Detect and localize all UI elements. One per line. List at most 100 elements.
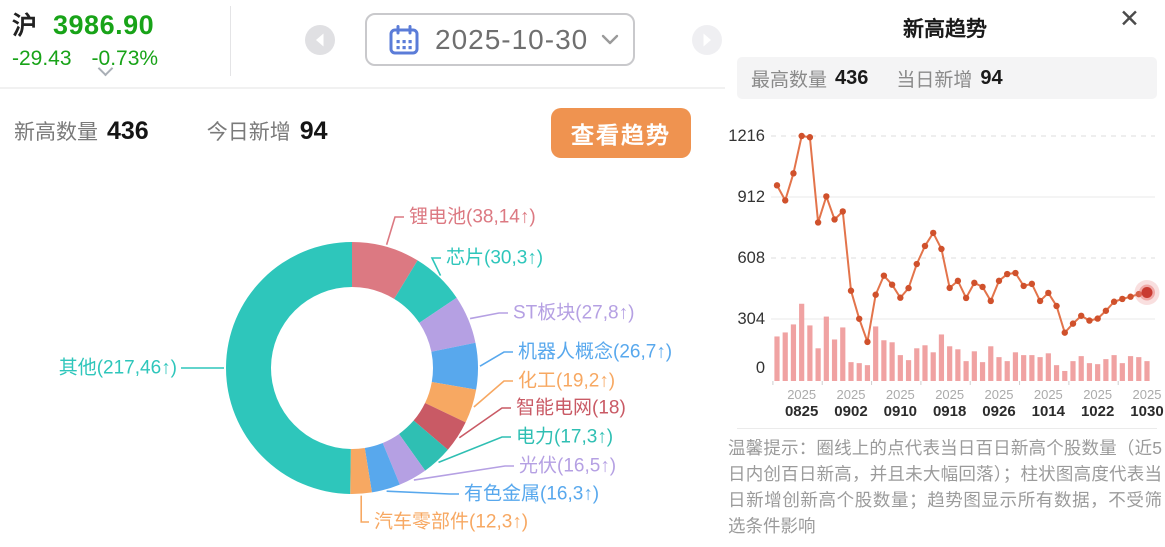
donut-slice-7[interactable]	[382, 433, 426, 485]
next-date-button[interactable]	[692, 25, 722, 55]
today-new-label: 今日新增	[206, 121, 291, 144]
data-point	[954, 277, 962, 285]
data-point	[806, 134, 814, 141]
data-point	[987, 297, 994, 305]
donut-slice-5[interactable]	[413, 402, 466, 450]
donut-slice-8[interactable]	[364, 442, 400, 493]
x-axis-year-label: 2025	[837, 387, 866, 402]
donut-label: 智能电网(18)	[516, 397, 626, 419]
x-axis-year-label: 2025	[935, 387, 964, 402]
data-point	[1086, 317, 1093, 324]
prev-date-button[interactable]	[305, 25, 335, 55]
close-icon[interactable]: ✕	[1119, 5, 1140, 33]
y-axis-label: 0	[756, 359, 765, 377]
data-point	[1012, 269, 1019, 277]
donut-label-connector	[413, 465, 514, 481]
donut-slice-6[interactable]	[399, 420, 448, 471]
trend-chart[interactable]: 0304608912121620250825202509022025091020…	[725, 110, 1165, 420]
data-point	[856, 315, 863, 322]
last-data-point[interactable]	[1141, 287, 1153, 299]
new-high-bar	[897, 355, 903, 381]
donut-slice-2[interactable]	[419, 297, 476, 352]
trend-line	[776, 135, 1148, 343]
new-high-bar	[1053, 365, 1060, 381]
donut-label: 芯片(30,3↑)	[446, 247, 543, 269]
donut-slice-0[interactable]	[352, 242, 418, 299]
data-point	[790, 170, 797, 177]
data-point	[946, 284, 953, 292]
data-point	[971, 279, 978, 287]
day-new-value: 94	[980, 66, 1003, 89]
x-axis-date-label: 0918	[933, 403, 966, 420]
new-high-bar	[1021, 355, 1027, 381]
donut-label-connector	[430, 257, 442, 276]
header-vertical-divider	[230, 6, 231, 76]
data-point	[938, 245, 945, 253]
x-axis-date-label: 0825	[785, 403, 818, 420]
new-high-bar	[1111, 355, 1117, 381]
new-high-bar	[971, 351, 977, 381]
x-axis-year-label: 2025	[1083, 387, 1112, 402]
data-point	[1061, 329, 1068, 336]
donut-slice-4[interactable]	[425, 381, 477, 423]
new-high-bar	[1103, 359, 1109, 381]
new-high-bar	[947, 346, 953, 381]
data-point	[864, 338, 871, 346]
new-high-bar	[790, 324, 797, 381]
x-axis-year-label: 2025	[1034, 387, 1063, 402]
new-high-bar	[1062, 370, 1068, 381]
new-high-bar	[938, 334, 945, 381]
donut-label: ST板块(27,8↑)	[513, 302, 634, 324]
trend-summary-bar: 最高数量 436 当日新增 94	[737, 57, 1157, 99]
date-picker[interactable]: 2025-10-30	[365, 13, 635, 66]
header-bottom-divider	[0, 87, 725, 89]
view-trend-button[interactable]: 查看趋势	[551, 108, 691, 158]
new-high-bar	[831, 339, 838, 381]
new-high-bar	[881, 340, 887, 381]
panel-divider	[737, 428, 1157, 429]
arrow-right-icon	[703, 33, 711, 47]
y-axis-label: 912	[737, 188, 765, 206]
new-high-bar	[979, 362, 986, 381]
new-high-bar	[1144, 361, 1150, 381]
data-point	[1004, 270, 1011, 278]
x-axis-date-label: 0902	[834, 403, 867, 420]
x-axis-year-label: 2025	[787, 387, 816, 402]
y-axis-label: 304	[737, 310, 765, 328]
donut-label-connector	[479, 351, 513, 367]
sector-donut-chart[interactable]: 锂电池(38,14↑) 芯片(30,3↑) ST板块(27,8↑) 机器人概念(26,…	[0, 185, 725, 547]
data-point	[773, 182, 781, 189]
new-high-bar	[864, 365, 871, 381]
new-high-bar	[963, 361, 969, 381]
new-high-bar	[807, 325, 813, 381]
donut-slice-10[interactable]	[226, 242, 352, 494]
data-point	[872, 291, 879, 298]
data-point	[962, 294, 970, 302]
data-point	[930, 229, 937, 237]
new-high-bar	[914, 348, 920, 381]
donut-label: 其他(217,46↑)	[59, 357, 177, 379]
new-high-bar	[856, 363, 862, 381]
new-high-bar	[1045, 353, 1051, 381]
new-high-bar	[782, 332, 788, 381]
index-quote[interactable]: 沪 3986.90 -29.43 -0.73%	[12, 6, 222, 71]
tip-text: 温馨提示：圈线上的点代表当日百日新高个股数量（近5日内创百日新高，并且未大幅回落…	[728, 438, 1162, 536]
donut-label-connector	[360, 495, 369, 523]
donut-label-connector	[469, 312, 508, 320]
donut-label: 汽车零部件(12,3↑)	[374, 511, 528, 533]
new-high-bar	[815, 348, 821, 381]
donut-slice-9[interactable]	[350, 447, 372, 494]
y-axis-label: 1216	[728, 127, 765, 145]
new-high-bar	[988, 346, 994, 381]
donut-label: 锂电池(38,14↑)	[409, 206, 536, 228]
new-high-bar	[799, 303, 805, 381]
new-high-bar	[1127, 356, 1134, 381]
new-high-bar	[922, 345, 928, 381]
donut-slice-1[interactable]	[394, 260, 457, 323]
donut-label: 化工(19,2↑)	[518, 370, 615, 392]
donut-slice-3[interactable]	[431, 342, 478, 390]
today-new-value: 94	[299, 116, 328, 145]
data-point	[1028, 280, 1036, 288]
data-point	[847, 287, 855, 294]
new-high-bar	[905, 360, 912, 381]
